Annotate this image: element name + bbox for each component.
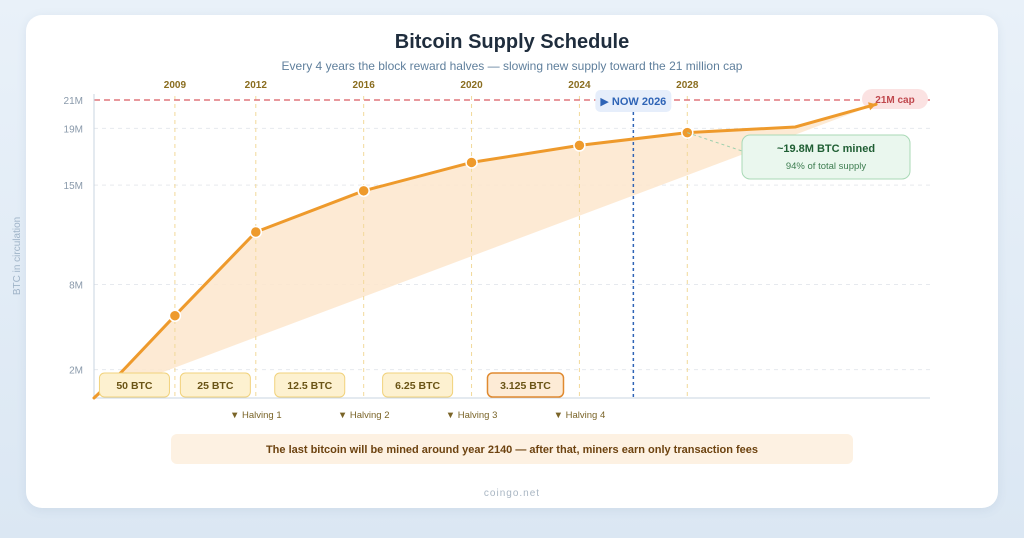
data-point bbox=[168, 309, 182, 322]
supply-area bbox=[94, 104, 877, 399]
reward-box bbox=[486, 372, 565, 398]
reward-box bbox=[179, 372, 251, 398]
data-point bbox=[573, 139, 586, 152]
y-tick-label: 21M bbox=[64, 96, 83, 107]
x-tick-label: 2020 bbox=[460, 80, 483, 91]
note-banner bbox=[171, 434, 853, 464]
x-tick-label: 2028 bbox=[676, 80, 699, 91]
reward-label: 3.125 BTC bbox=[500, 380, 551, 392]
data-point bbox=[357, 184, 370, 198]
halving-label: ▼ Halving 4 bbox=[554, 410, 606, 421]
line-arrowhead bbox=[868, 102, 877, 111]
reward-box bbox=[98, 372, 170, 398]
x-tick-label: 2012 bbox=[245, 80, 268, 91]
cap-badge bbox=[862, 89, 928, 109]
callout-subtitle: 94% of total supply bbox=[786, 161, 867, 172]
callout-title: ~19.8M BTC mined bbox=[777, 143, 875, 155]
reward-label: 50 BTC bbox=[116, 380, 153, 392]
y-tick-label: 19M bbox=[64, 124, 83, 135]
now-badge bbox=[595, 90, 672, 112]
x-tick-label: 2009 bbox=[164, 80, 187, 91]
halving-label: ▼ Halving 3 bbox=[446, 410, 498, 421]
footer-brand: coingo.net bbox=[483, 488, 541, 499]
x-tick-label: 2016 bbox=[353, 80, 376, 91]
y-tick-label: 15M bbox=[64, 181, 83, 192]
supply-line bbox=[92, 102, 878, 400]
y-axis-label: BTC in circulation bbox=[12, 217, 23, 295]
reward-label: 25 BTC bbox=[197, 380, 234, 392]
x-tick-label: 2024 bbox=[568, 80, 591, 91]
reward-label: 6.25 BTC bbox=[395, 380, 440, 392]
cap-label: 21M cap bbox=[875, 95, 914, 106]
y-tick-label: 8M bbox=[69, 280, 83, 291]
chart-card bbox=[26, 15, 998, 508]
data-point bbox=[249, 225, 263, 239]
reward-box bbox=[274, 372, 346, 398]
reward-label: 12.5 BTC bbox=[287, 380, 332, 392]
reward-box bbox=[382, 372, 454, 398]
halving-label: ▼ Halving 2 bbox=[338, 410, 390, 421]
callout-box bbox=[741, 134, 911, 180]
chart-subtitle: Every 4 years the block reward halves — … bbox=[281, 59, 743, 73]
halving-label: ▼ Halving 1 bbox=[230, 410, 282, 421]
data-point bbox=[465, 156, 478, 169]
note-text: The last bitcoin will be mined around ye… bbox=[266, 444, 758, 456]
now-label: ▶ NOW 2026 bbox=[600, 96, 666, 108]
y-tick-label: 2M bbox=[69, 366, 83, 377]
chart-title: Bitcoin Supply Schedule bbox=[394, 31, 630, 53]
